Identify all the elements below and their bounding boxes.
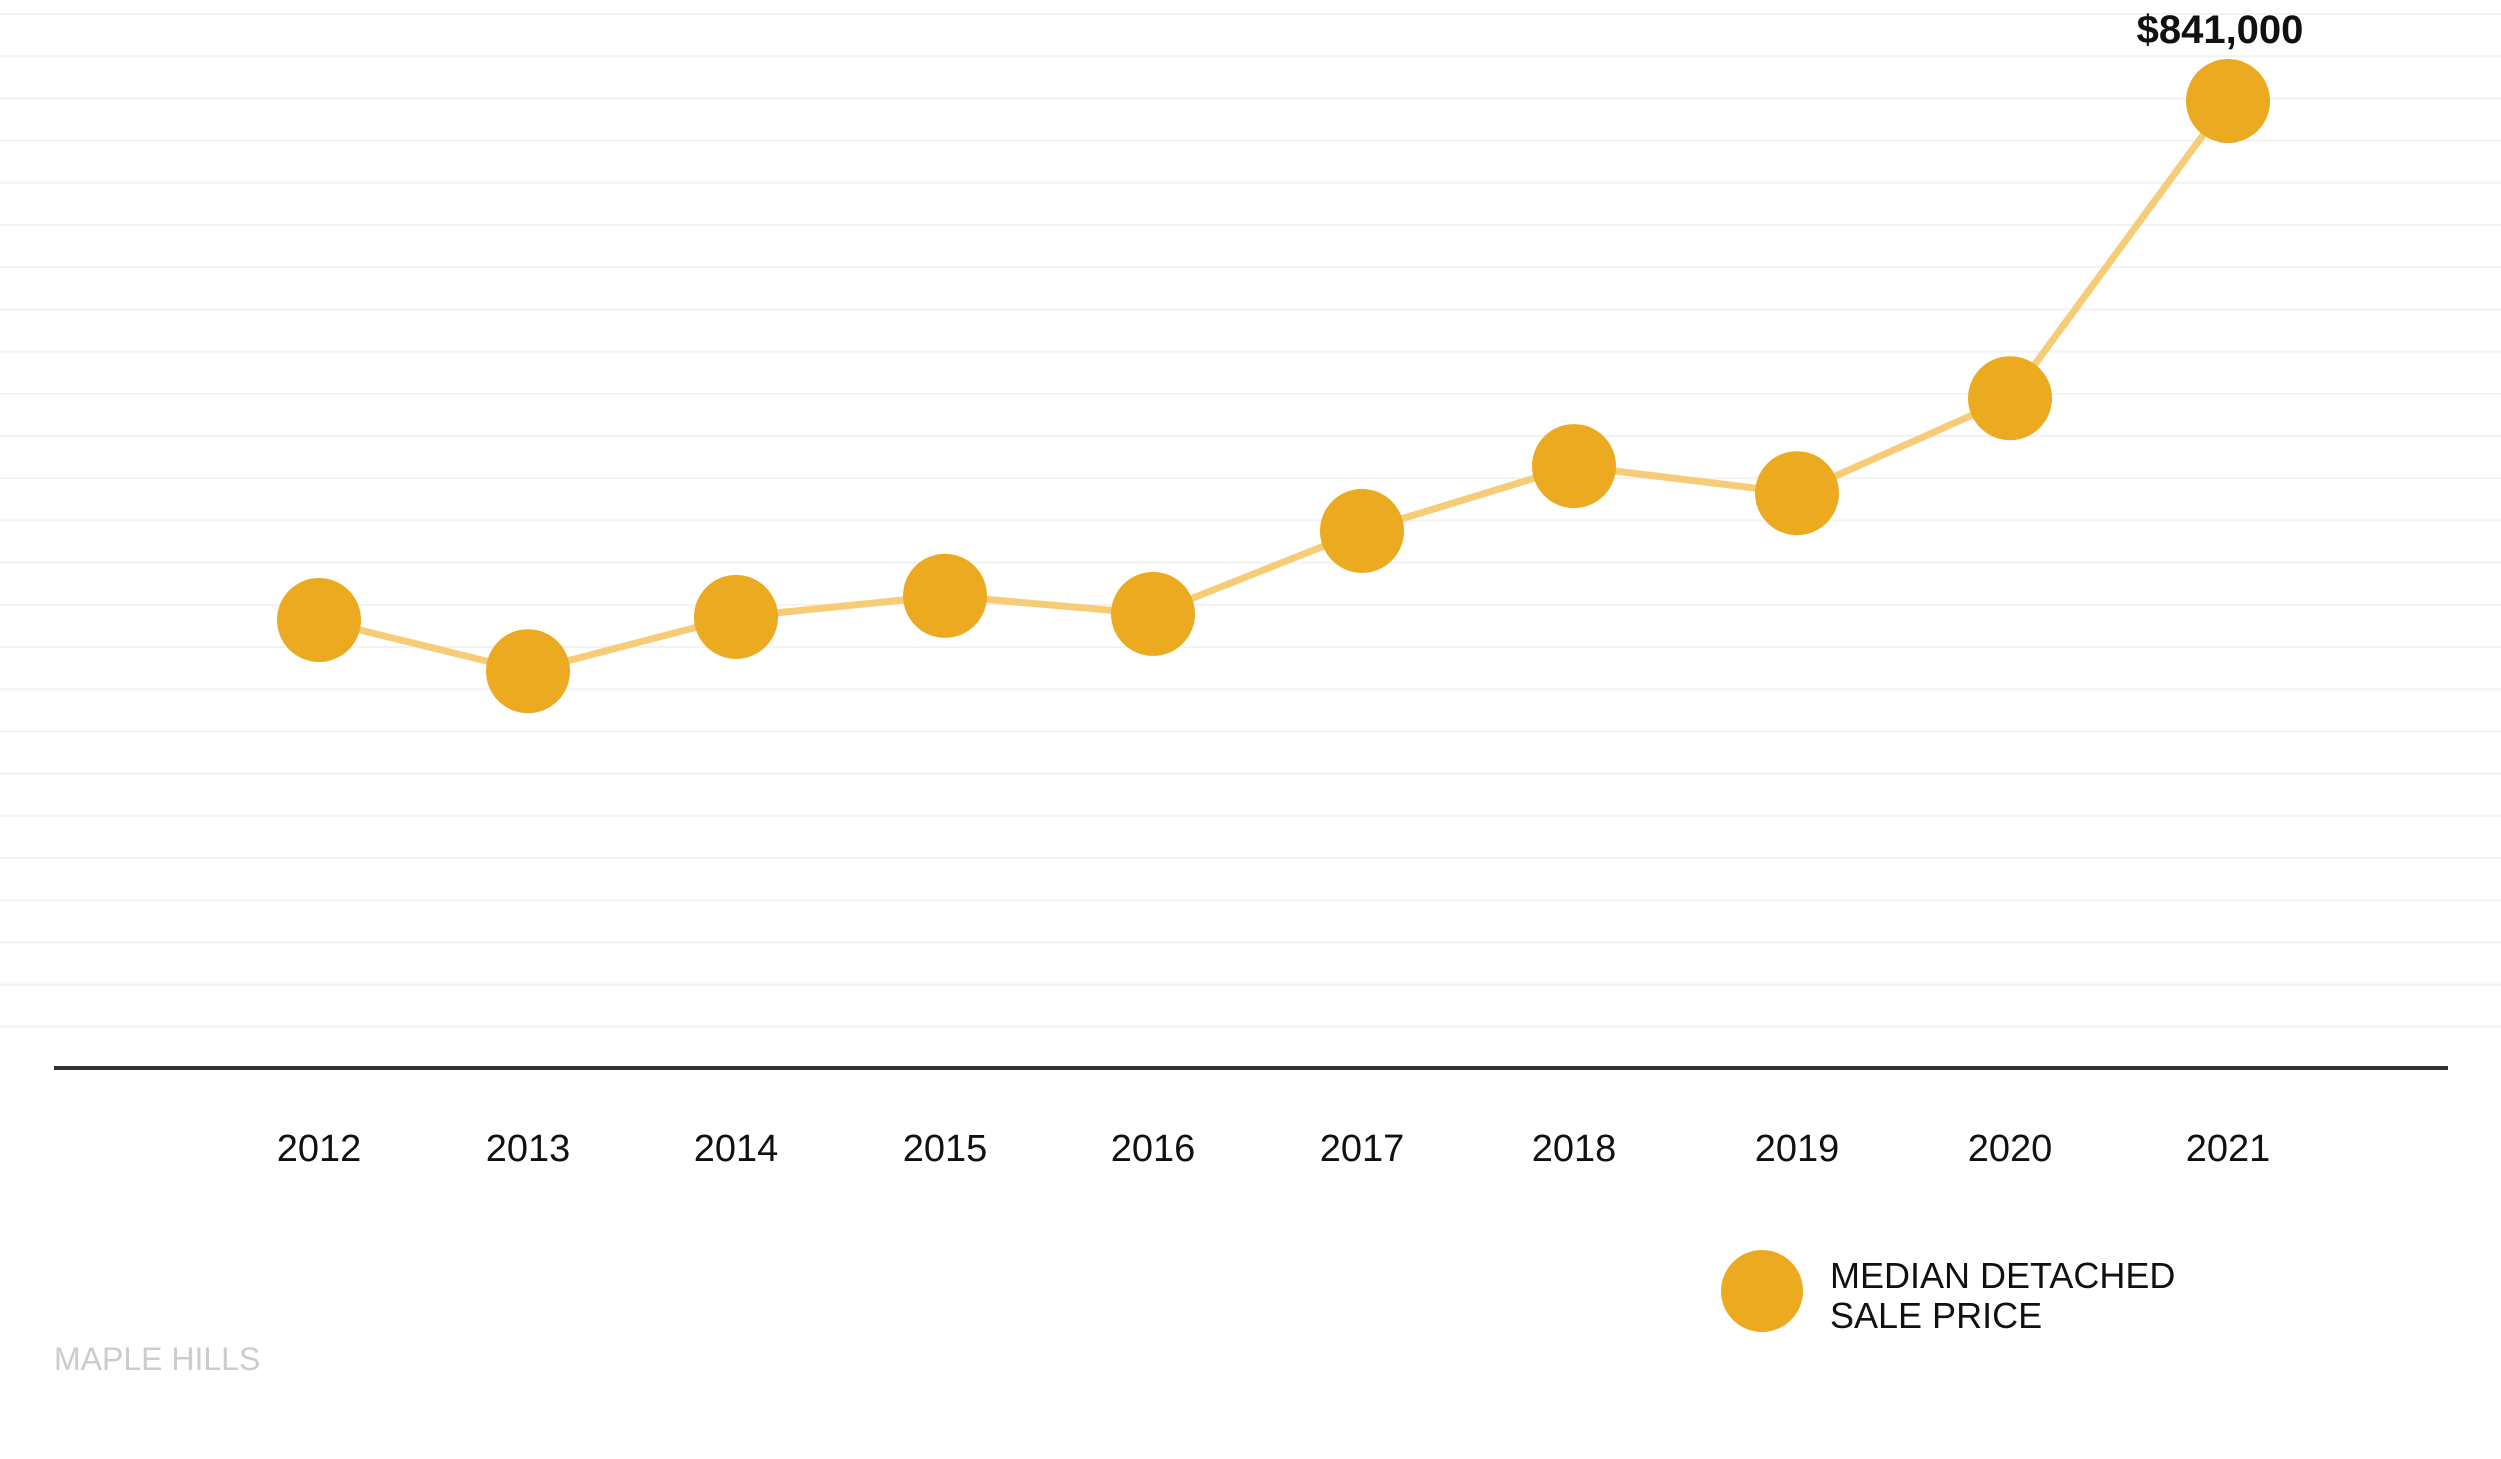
data-point-2013 (486, 629, 570, 714)
x-axis-tick-labels: 2012 2013 2014 2015 2016 2017 2018 2019 2020 2021 (277, 1128, 2271, 1170)
data-point-2018 (1532, 424, 1616, 509)
data-point-2020 (1968, 356, 2052, 441)
legend-label-line-2: SALE PRICE (1830, 1295, 2042, 1336)
data-labels: $841,000 (2137, 8, 2304, 52)
x-tick-label-2017: 2017 (1320, 1128, 1405, 1170)
data-point-2015 (903, 553, 987, 638)
data-point-2012 (277, 578, 361, 662)
x-tick-label-2012: 2012 (277, 1128, 362, 1170)
series-median-detached-sale-price (277, 59, 2270, 714)
x-tick-label-2013: 2013 (486, 1128, 571, 1170)
series-line (318, 98, 2231, 675)
x-tick-label-2020: 2020 (1968, 1128, 2053, 1170)
source-label: MAPLE HILLS (54, 1341, 260, 1377)
gridlines (0, 13, 2501, 1028)
x-tick-label-2015: 2015 (903, 1128, 988, 1170)
data-label-2021: $841,000 (2137, 8, 2304, 52)
data-point-2021 (2186, 59, 2270, 143)
data-point-2014 (694, 574, 778, 659)
x-tick-label-2016: 2016 (1111, 1128, 1196, 1170)
legend-marker (1721, 1250, 1803, 1332)
legend: MEDIAN DETACHED SALE PRICE (1721, 1250, 2175, 1336)
x-tick-label-2021: 2021 (2186, 1128, 2271, 1170)
data-point-2019 (1755, 451, 1839, 536)
x-tick-label-2014: 2014 (694, 1128, 779, 1170)
data-point-2016 (1111, 571, 1195, 656)
legend-label-line-1: MEDIAN DETACHED (1830, 1255, 2175, 1296)
x-tick-label-2018: 2018 (1532, 1128, 1617, 1170)
x-tick-label-2019: 2019 (1755, 1128, 1840, 1170)
data-point-2017 (1320, 488, 1404, 573)
